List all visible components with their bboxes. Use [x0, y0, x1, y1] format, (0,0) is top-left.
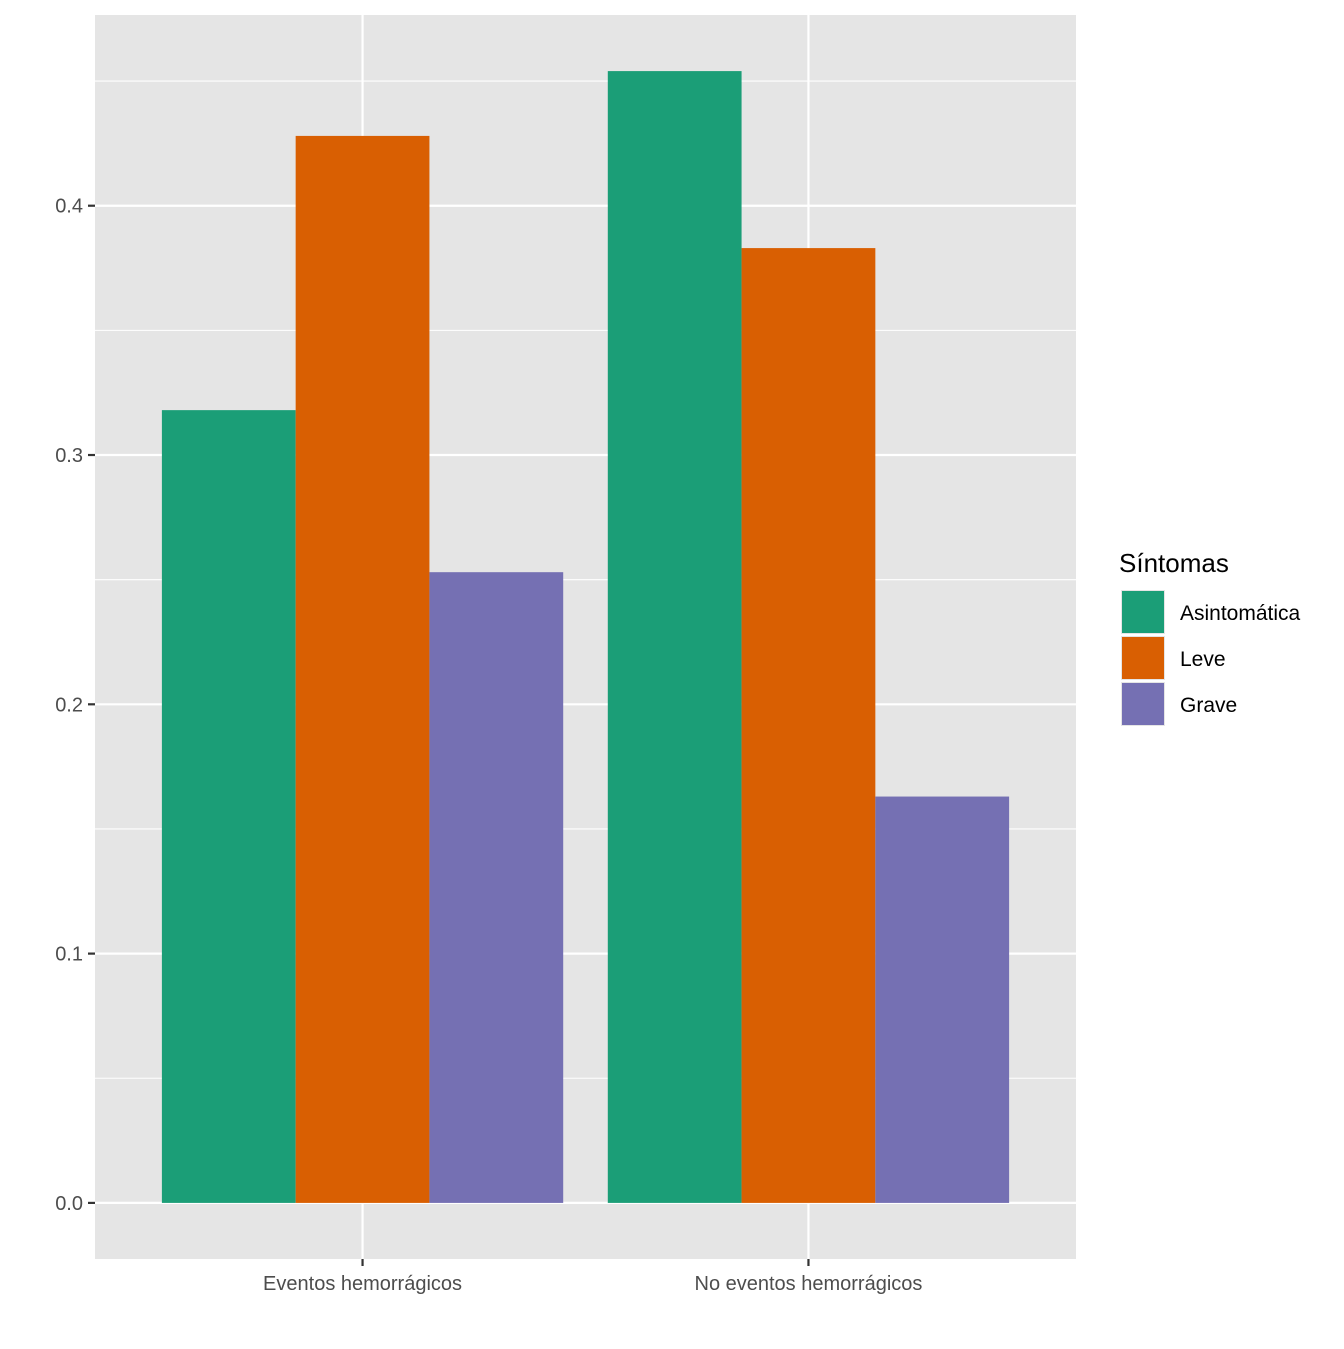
y-tick-label: 0.4 [55, 196, 83, 218]
legend-key-grave [1122, 683, 1164, 725]
x-tick-label: Eventos hemorrágicos [263, 1273, 462, 1295]
axes: 0.0 0.1 0.2 0.3 0.4 Eventos hemorrágicos No ev… [55, 196, 922, 1295]
y-tick-label: 0.2 [55, 694, 83, 716]
bar-grave-2 [875, 796, 1010, 1203]
bar-asintomática-1 [161, 410, 296, 1203]
bar-grave-1 [429, 572, 564, 1203]
y-tick-label: 0.1 [55, 944, 83, 966]
bar-asintomática-2 [607, 71, 742, 1203]
legend: Síntomas Asintomática Leve Grave [1119, 548, 1301, 726]
x-tick-label: No eventos hemorrágicos [695, 1273, 923, 1295]
legend-label-grave: Grave [1180, 694, 1237, 717]
bar-leve-1 [295, 135, 430, 1203]
legend-label-asintomática: Asintomática [1180, 602, 1301, 625]
bar-leve-2 [741, 248, 876, 1203]
y-tick-label: 0.3 [55, 445, 83, 467]
y-tick-label: 0.0 [55, 1193, 83, 1215]
legend-title: Síntomas [1119, 548, 1229, 578]
legend-key-leve [1122, 637, 1164, 679]
legend-key-asintomática [1122, 591, 1164, 633]
legend-label-leve: Leve [1180, 648, 1226, 671]
bars [161, 71, 1010, 1203]
